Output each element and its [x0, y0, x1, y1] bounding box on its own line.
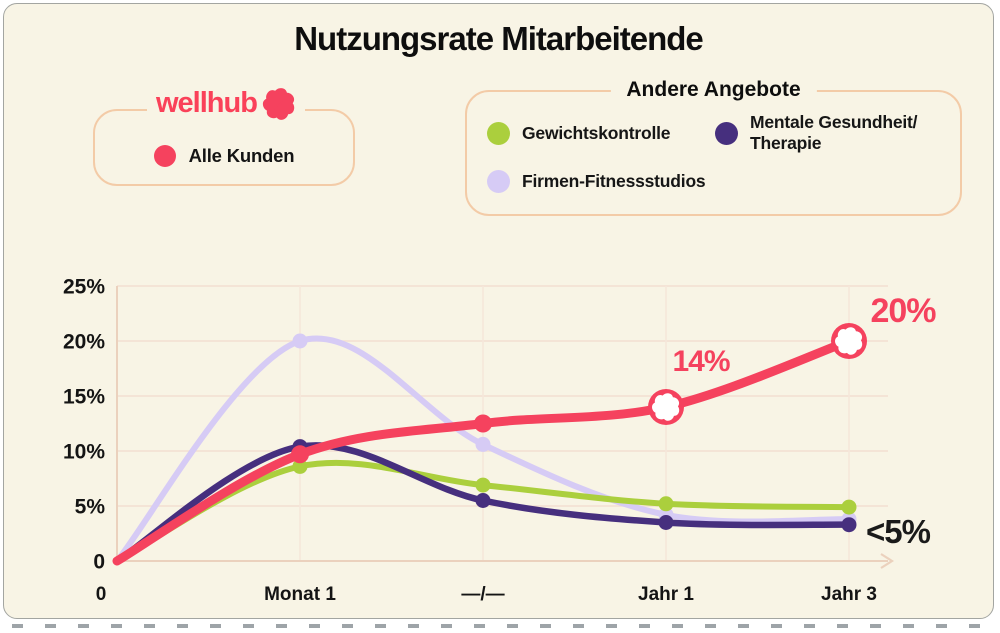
chart-annotation: 14%	[672, 345, 729, 378]
alle-kunden-dot	[153, 144, 176, 167]
y-tick-label: 25%	[63, 276, 105, 299]
chart-annotation: 20%	[870, 292, 936, 330]
mentale-gesundheit-label: Mentale Gesundheit/Therapie	[750, 112, 918, 153]
perforation-strip	[12, 624, 988, 628]
chart-card: Nutzungsrate Mitarbeitende wellhub Alle …	[3, 3, 994, 619]
y-tick-label: 20%	[63, 331, 105, 354]
gewichtskontrolle-dot	[487, 122, 510, 145]
firmen-fitnessstudios-label: Firmen-Fitnessstudios	[522, 171, 706, 191]
wellhub-flower-icon	[262, 88, 295, 120]
legend-item-firmen-fitnessstudios: Firmen-Fitnessstudios	[487, 170, 706, 193]
chart-title: Nutzungsrate Mitarbeitende	[294, 20, 704, 57]
legend-item-alle-kunden: Alle Kunden	[153, 144, 295, 167]
wellhub-wordmark: wellhub	[156, 86, 258, 119]
series-gewichtskontrolle	[114, 458, 857, 564]
legend-andere-angebote-title: Andere Angebote	[610, 78, 817, 102]
series-alle-kunden	[112, 323, 867, 566]
legend-item-mentale-gesundheit: Mentale Gesundheit/Therapie	[715, 112, 918, 154]
chart-annotation: <5%	[866, 513, 931, 550]
gewichtskontrolle-label: Gewichtskontrolle	[522, 123, 671, 143]
y-tick-label: 10%	[63, 441, 105, 464]
series-firmen-fitnessstudios	[114, 333, 857, 564]
legend-item-gewichtskontrolle: Gewichtskontrolle	[487, 122, 671, 145]
y-tick-label: 15%	[63, 386, 105, 409]
x-tick-label: 0	[96, 584, 107, 605]
x-tick-label: Jahr 3	[821, 584, 877, 605]
y-tick-label: 0	[93, 551, 105, 574]
x-tick-label: Monat 1	[264, 584, 336, 605]
x-tick-label: Jahr 1	[638, 584, 694, 605]
series-mentale-gesundheit-therapie	[113, 439, 857, 565]
mentale-gesundheit-dot	[715, 121, 738, 145]
y-tick-label: 5%	[75, 496, 106, 519]
x-tick-label: —/—	[461, 584, 504, 605]
legend-andere-angebote-box: Andere Angebote Gewichtskontrolle Mental…	[465, 78, 962, 216]
wellhub-logo: wellhub	[147, 86, 305, 120]
firmen-fitnessstudios-dot	[487, 170, 510, 193]
alle-kunden-label: Alle Kunden	[188, 144, 295, 166]
legend-wellhub-box: Alle Kunden	[93, 109, 355, 186]
